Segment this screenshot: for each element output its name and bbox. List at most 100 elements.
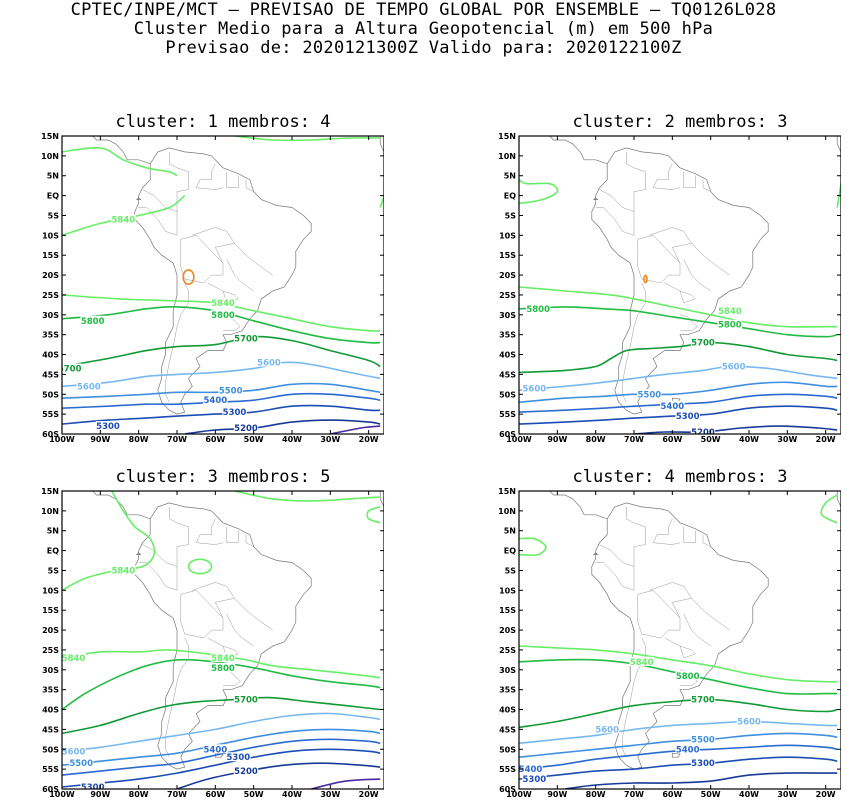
- lon-tick-label: 60W: [205, 790, 225, 797]
- contour-label: 5840: [718, 307, 742, 317]
- contour-5840: [519, 645, 838, 683]
- contour-label: 5400: [203, 396, 227, 406]
- label-bg: [210, 309, 236, 319]
- lon-tick-label: 50W: [244, 790, 264, 797]
- lat-tick-label: 5N: [504, 172, 516, 181]
- lon-tick-label: 60W: [662, 435, 682, 442]
- lon-tick-label: 50W: [244, 435, 264, 442]
- lon-tick-label: 80W: [129, 435, 149, 442]
- lat-tick-label: 55S: [42, 765, 59, 774]
- label-bg: [62, 363, 82, 373]
- lat-tick-label: 15S: [499, 251, 516, 260]
- contour-label: 5800: [526, 305, 550, 315]
- coastline: [549, 136, 608, 165]
- lat-tick-label: EQ: [47, 192, 59, 201]
- contour-label: 5600: [595, 725, 619, 735]
- label-bg: [68, 758, 94, 768]
- country-border: [683, 171, 696, 188]
- label-bg: [522, 383, 547, 393]
- coastline: [92, 136, 151, 165]
- lon-tick-label: 40W: [282, 435, 302, 442]
- lat-tick-label: 10N: [41, 507, 59, 516]
- lat-tick-label: 5S: [48, 211, 60, 220]
- country-border: [195, 163, 224, 190]
- lat-tick-label: 35S: [42, 331, 59, 340]
- country-border: [192, 227, 273, 276]
- contour-5400: [62, 392, 381, 409]
- contour-label: 5600: [257, 358, 281, 368]
- country-border: [683, 526, 696, 543]
- contour-label: 5700: [58, 364, 82, 374]
- lat-tick-label: 35S: [499, 331, 516, 340]
- lat-tick-label: 45S: [499, 370, 516, 379]
- lon-tick-label: 70W: [624, 790, 644, 797]
- contour-label: 5200: [234, 424, 258, 434]
- label-bg: [233, 333, 259, 343]
- island: [671, 752, 681, 758]
- contour-5600: [62, 712, 381, 753]
- island: [592, 552, 599, 555]
- country-border: [622, 637, 646, 758]
- contour-5840: [62, 491, 156, 592]
- closed-contour-5840: [187, 558, 213, 575]
- label-bg: [736, 716, 762, 726]
- lon-tick-label: 40W: [739, 790, 759, 797]
- contour-label: 5800: [81, 317, 105, 327]
- contour-5500: [62, 728, 381, 766]
- label-bg: [594, 724, 620, 734]
- lon-tick-label: 30W: [777, 790, 797, 797]
- lat-tick-label: 60S: [499, 430, 516, 439]
- lat-tick-label: 5S: [505, 566, 517, 575]
- contour-label: 5700: [234, 335, 258, 345]
- label-bg: [675, 670, 700, 680]
- label-bg: [525, 303, 551, 313]
- contour-label: 5700: [691, 339, 715, 349]
- lat-tick-label: 40S: [42, 351, 59, 360]
- label-bg: [690, 427, 716, 434]
- contour-label: 5800: [718, 321, 742, 331]
- country-border: [180, 235, 224, 284]
- contour-5840: [62, 194, 186, 237]
- label-bg: [717, 319, 743, 329]
- country-border: [637, 235, 681, 284]
- label-bg: [80, 782, 105, 789]
- country-border: [138, 554, 178, 591]
- contour-5300: [519, 756, 838, 780]
- label-bg: [522, 774, 547, 784]
- lat-tick-label: 5S: [48, 566, 60, 575]
- country-border: [652, 163, 681, 190]
- lat-tick-label: 50S: [42, 745, 59, 754]
- contour-label: 5840: [211, 299, 235, 309]
- contour-5840: [234, 136, 381, 142]
- contour-label: 5300: [223, 408, 247, 418]
- lat-tick-label: 30S: [42, 666, 59, 675]
- contour-5840: [62, 146, 178, 177]
- lat-tick-label: 10N: [498, 152, 516, 161]
- contour-5800: [519, 306, 838, 338]
- panel-title: cluster: 3 membros: 5: [115, 467, 331, 487]
- contour-5100: [330, 425, 381, 434]
- lat-tick-label: 10S: [42, 231, 59, 240]
- label-bg: [256, 357, 282, 367]
- lon-tick-label: 30W: [777, 435, 797, 442]
- header-line-3: Previsao de: 2020121300Z Valido para: 20…: [165, 38, 682, 58]
- lon-tick-label: 70W: [167, 790, 187, 797]
- lat-tick-label: 30S: [42, 311, 59, 320]
- contour-label: 5400: [676, 745, 700, 755]
- country-border: [142, 189, 158, 200]
- contour-5840: [519, 178, 559, 205]
- contour-label: 5700: [691, 696, 715, 706]
- lon-tick-label: 90W: [547, 435, 567, 442]
- label-bg: [222, 407, 247, 417]
- contour-label: 5600: [722, 362, 746, 372]
- map-frame: [518, 490, 841, 790]
- lat-tick-label: 5S: [505, 211, 517, 220]
- contour-label: 5300: [522, 775, 546, 785]
- country-border: [664, 637, 696, 659]
- lon-tick-label: 100W: [506, 790, 532, 797]
- contour-label: 5840: [630, 658, 654, 668]
- country-border: [595, 199, 635, 236]
- label-bg: [233, 694, 259, 704]
- lon-tick-label: 100W: [506, 435, 532, 442]
